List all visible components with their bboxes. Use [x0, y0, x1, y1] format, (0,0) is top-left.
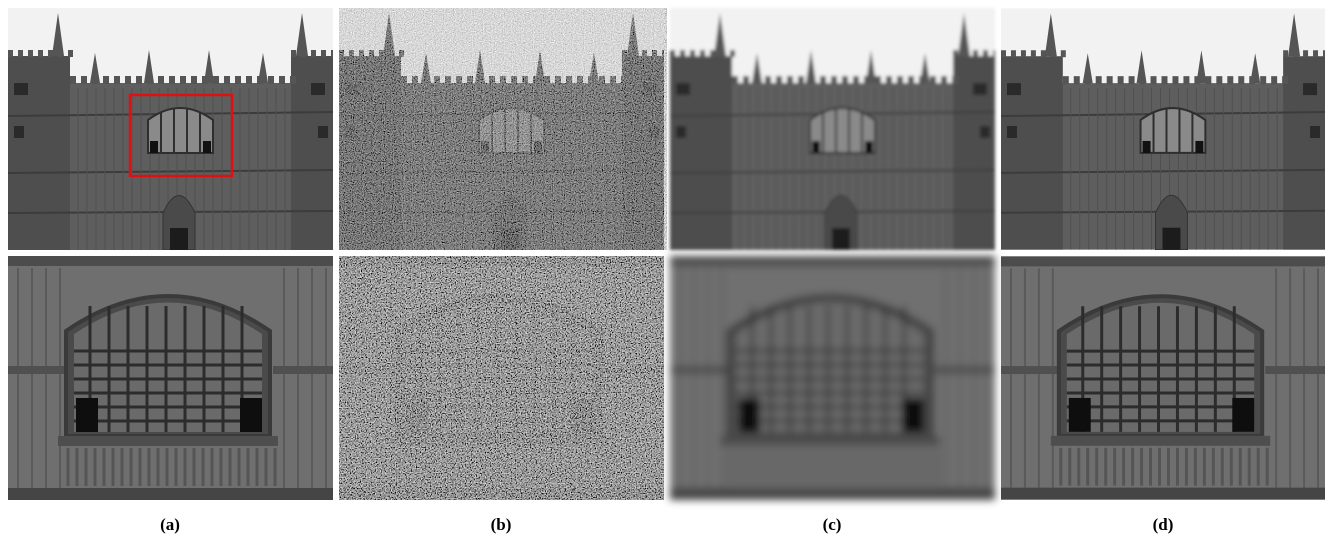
- image-a-bottom: [8, 256, 333, 500]
- row-top: [8, 8, 1325, 250]
- image-d-top: [1001, 8, 1325, 249]
- page: {"panels": [{"label": "(a)"}, {"label": …: [0, 0, 1325, 540]
- image-b-top: [339, 8, 667, 250]
- panel-label: (b): [491, 515, 512, 534]
- image-d-bottom: [1001, 256, 1325, 499]
- row-bottom: [8, 256, 1325, 500]
- panel-label: (c): [823, 515, 842, 534]
- body: (a) (b) (c) (d) (() => { const data = JS…: [0, 0, 1325, 540]
- figure: (a) (b) (c) (d): [0, 0, 1325, 540]
- panel-label: (d): [1153, 515, 1174, 534]
- image-c-bottom: [670, 256, 995, 500]
- image-a-top: [8, 8, 336, 250]
- image-b-bottom: [339, 256, 664, 500]
- panel-label: (a): [160, 515, 180, 534]
- image-c-top: [670, 8, 998, 250]
